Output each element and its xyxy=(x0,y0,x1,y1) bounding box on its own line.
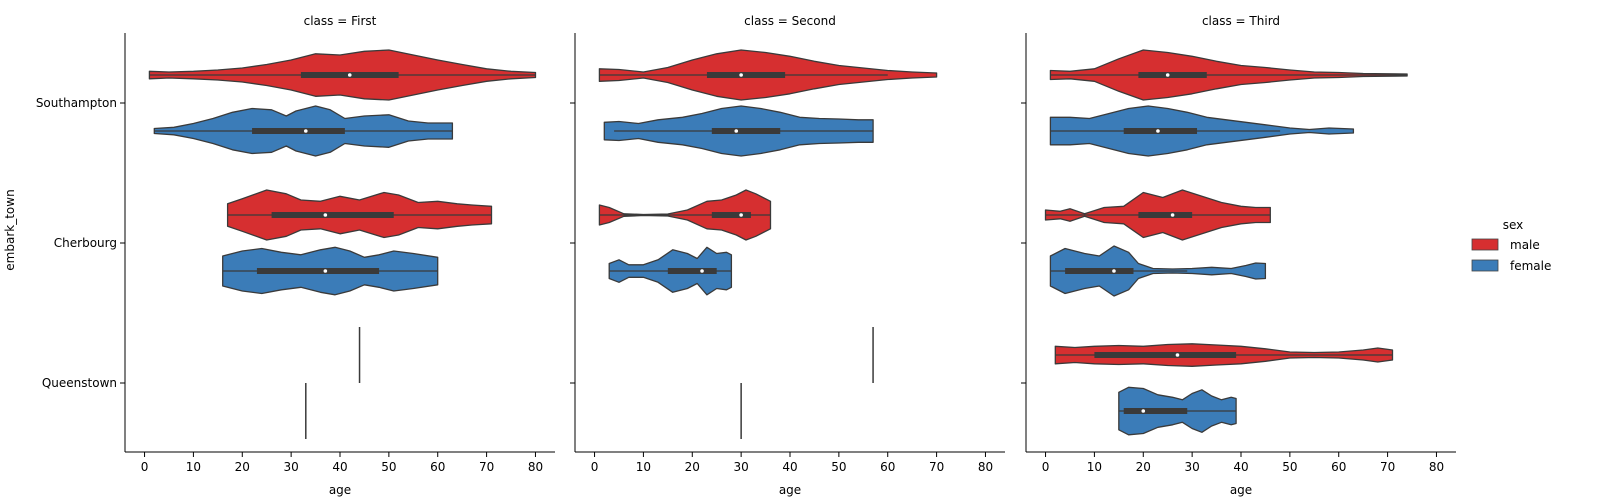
median-marker xyxy=(323,269,328,273)
legend-title: sex xyxy=(1503,218,1524,232)
violin-cherbourg-male xyxy=(598,189,772,241)
x-tick-label: 80 xyxy=(1429,460,1444,474)
legend-swatch-male xyxy=(1471,238,1499,251)
x-axis-label: age xyxy=(329,483,351,497)
x-tick-label: 80 xyxy=(978,460,993,474)
iqr-box xyxy=(711,212,751,218)
median-marker xyxy=(1141,409,1146,413)
panel-title: class = First xyxy=(304,14,377,28)
x-tick-label: 60 xyxy=(430,460,445,474)
median-marker xyxy=(739,213,743,217)
x-tick-label: 30 xyxy=(1184,460,1199,474)
median-marker xyxy=(347,73,352,77)
panel-1: class = First 0 10 20 30 40 50 60 70 80 age Southam… xyxy=(36,14,555,497)
violin-cherbourg-male xyxy=(226,189,493,241)
panel-title: class = Third xyxy=(1202,14,1280,28)
iqr-box xyxy=(1065,268,1134,274)
median-marker xyxy=(1165,73,1170,77)
x-tick-label: 20 xyxy=(685,460,700,474)
violin-southampton-female xyxy=(603,105,874,157)
y-tick-label: Cherbourg xyxy=(54,236,117,250)
median-marker xyxy=(734,129,739,133)
iqr-box xyxy=(1094,352,1237,358)
legend-label-female: female xyxy=(1510,259,1551,273)
violin-cherbourg-female xyxy=(608,246,733,296)
x-tick-label: 10 xyxy=(186,460,201,474)
x-tick-label: 30 xyxy=(733,460,748,474)
median-marker xyxy=(700,269,704,273)
violin-queenstown-female xyxy=(1118,386,1237,436)
legend: sex male female xyxy=(1471,218,1551,273)
y-tick-label: Queenstown xyxy=(42,376,117,390)
x-tick-label: 50 xyxy=(381,460,396,474)
x-tick-label: 50 xyxy=(1282,460,1297,474)
median-marker xyxy=(1175,353,1180,357)
x-tick-label: 0 xyxy=(1042,460,1050,474)
iqr-box xyxy=(667,268,717,274)
x-tick-label: 20 xyxy=(1136,460,1151,474)
iqr-box xyxy=(271,212,394,218)
median-marker xyxy=(303,129,308,133)
y-tick-label: Southampton xyxy=(36,96,117,110)
iqr-box xyxy=(1138,72,1207,78)
x-tick-label: 0 xyxy=(591,460,599,474)
x-axis-label: age xyxy=(779,483,801,497)
violin-southampton-female xyxy=(1049,105,1355,157)
violin-cherbourg-female xyxy=(222,246,439,296)
x-tick-label: 40 xyxy=(1233,460,1248,474)
violin-southampton-female xyxy=(153,105,454,157)
median-marker xyxy=(739,73,743,77)
x-tick-label: 20 xyxy=(235,460,250,474)
x-tick-label: 40 xyxy=(782,460,797,474)
median-marker xyxy=(1170,213,1175,217)
iqr-box xyxy=(252,128,345,134)
x-tick-label: 40 xyxy=(332,460,347,474)
x-tick-label: 50 xyxy=(831,460,846,474)
y-axis-label: embark_town xyxy=(3,189,17,270)
iqr-box xyxy=(706,72,786,78)
x-tick-label: 80 xyxy=(528,460,543,474)
x-tick-label: 30 xyxy=(283,460,298,474)
facet-panels: class = First 0 10 20 30 40 50 60 70 80 age Southam… xyxy=(36,14,1456,497)
x-tick-label: 70 xyxy=(1380,460,1395,474)
x-axis-label: age xyxy=(1230,483,1252,497)
x-tick-label: 60 xyxy=(880,460,895,474)
median-marker xyxy=(323,213,328,217)
violin-cherbourg-female xyxy=(1049,245,1267,297)
violin-southampton-male xyxy=(148,49,537,101)
violin-cherbourg-male xyxy=(1044,189,1271,241)
violin-southampton-male xyxy=(598,49,938,101)
median-marker xyxy=(1156,129,1160,133)
iqr-box xyxy=(1123,408,1188,414)
x-tick-label: 10 xyxy=(1087,460,1102,474)
iqr-box xyxy=(1123,128,1198,134)
x-tick-label: 60 xyxy=(1331,460,1346,474)
panel-3: class = Third 0 10 20 30 40 50 60 70 80 age xyxy=(1021,14,1456,497)
iqr-box xyxy=(1138,212,1193,218)
violin-southampton-male xyxy=(1049,49,1408,101)
legend-label-male: male xyxy=(1510,238,1540,252)
legend-swatch-female xyxy=(1471,259,1499,272)
x-tick-label: 0 xyxy=(141,460,149,474)
iqr-box xyxy=(711,128,781,134)
x-tick-label: 70 xyxy=(929,460,944,474)
x-tick-label: 70 xyxy=(479,460,494,474)
panel-title: class = Second xyxy=(744,14,836,28)
violin-queenstown-male xyxy=(1054,343,1394,367)
panel-2: class = Second 0 10 20 30 40 50 60 70 80 age xyxy=(570,14,1005,497)
median-marker xyxy=(1112,269,1116,273)
iqr-box xyxy=(256,268,380,274)
x-tick-label: 10 xyxy=(636,460,651,474)
